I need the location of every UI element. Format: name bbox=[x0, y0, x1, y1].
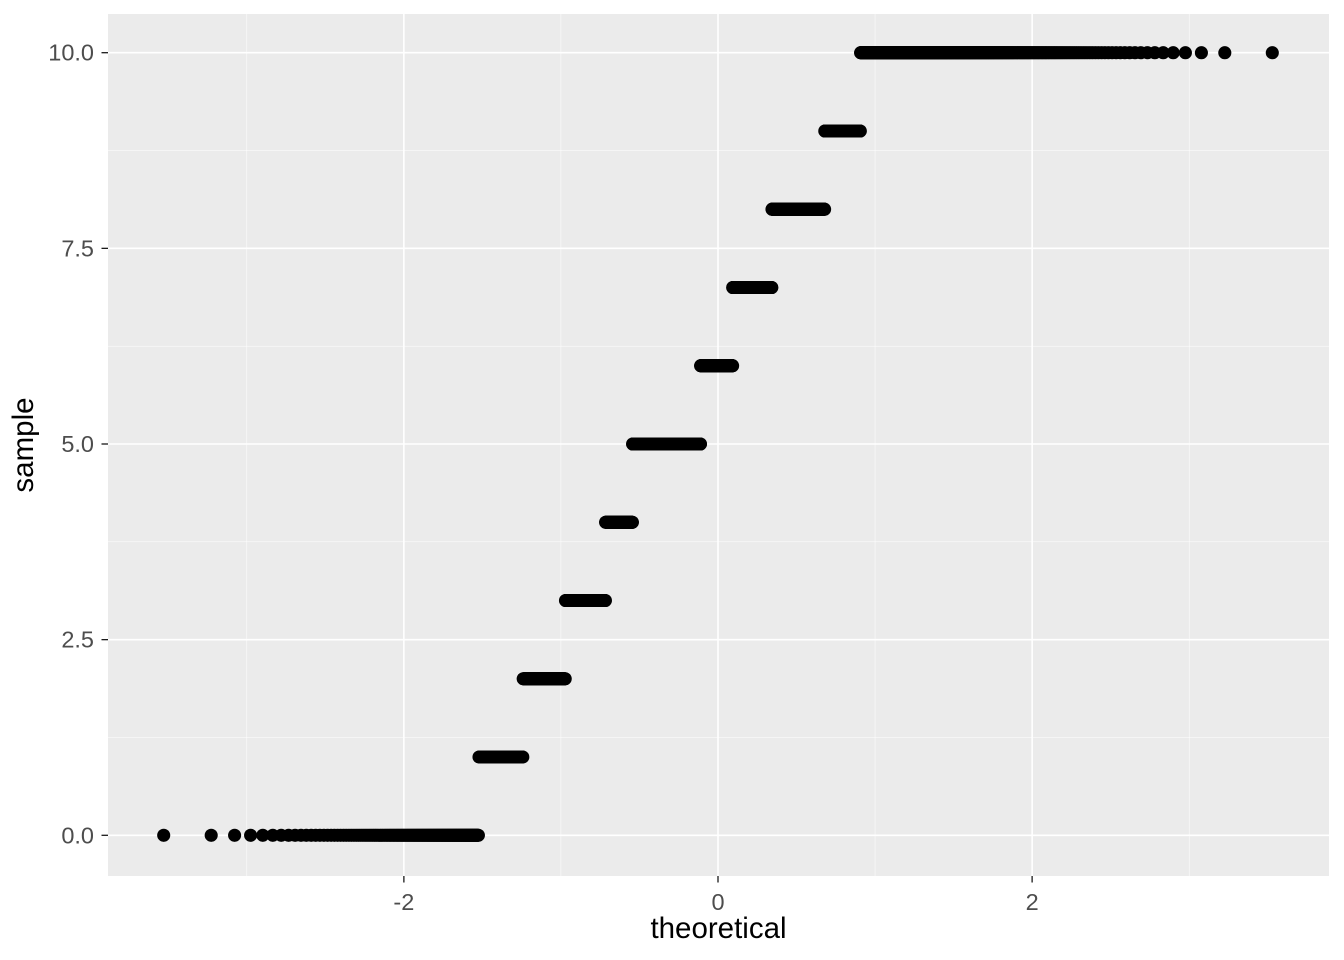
svg-text:7.5: 7.5 bbox=[61, 235, 94, 261]
svg-text:10.0: 10.0 bbox=[48, 40, 94, 66]
svg-text:2.5: 2.5 bbox=[61, 627, 94, 653]
svg-text:0.0: 0.0 bbox=[61, 822, 94, 848]
svg-text:5.0: 5.0 bbox=[61, 431, 94, 457]
